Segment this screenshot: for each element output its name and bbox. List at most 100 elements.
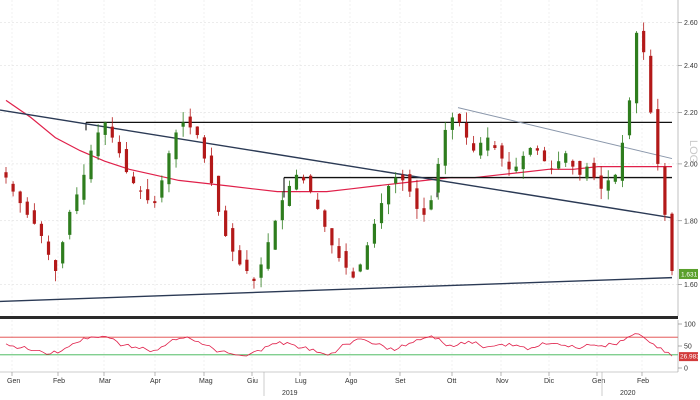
- x-tick-label: Dic: [544, 378, 555, 385]
- x-year-label: 2020: [620, 390, 636, 397]
- candle-body: [500, 145, 504, 159]
- candle-body: [18, 191, 22, 204]
- candle-body: [549, 168, 554, 170]
- candle: [670, 212, 674, 276]
- candle-body: [294, 174, 299, 190]
- candle-body: [479, 142, 483, 156]
- candle: [557, 151, 561, 170]
- candle-body: [266, 242, 270, 269]
- candle-body: [472, 143, 476, 151]
- candle: [564, 150, 568, 167]
- rsi-grid: [11, 320, 643, 372]
- candle: [68, 209, 72, 240]
- candle-body: [146, 189, 150, 201]
- candle: [53, 259, 58, 282]
- candle: [61, 240, 65, 269]
- y-tick-label: 1.80: [684, 218, 698, 225]
- candle: [11, 181, 15, 197]
- candle: [514, 157, 518, 173]
- candle: [124, 142, 129, 174]
- candle-body: [323, 210, 327, 227]
- log-watermark: LOG: [687, 140, 699, 163]
- candle-body: [649, 55, 653, 113]
- candle-body: [394, 177, 398, 184]
- candle-body: [613, 174, 617, 182]
- candle: [195, 126, 199, 139]
- candle: [479, 137, 483, 159]
- candle: [294, 169, 299, 191]
- candle-body: [4, 172, 8, 178]
- candle-body: [224, 210, 228, 236]
- candle: [316, 193, 320, 210]
- candle: [415, 179, 419, 219]
- candle: [592, 157, 596, 181]
- candle: [528, 147, 532, 157]
- candle-body: [535, 148, 539, 151]
- candle: [379, 193, 384, 229]
- price-panel: [0, 0, 678, 316]
- candle-body: [181, 122, 185, 127]
- log-watermark-text: LOG: [687, 140, 699, 163]
- candles: [4, 22, 674, 289]
- candle: [663, 163, 667, 221]
- candle-body: [39, 223, 44, 236]
- candle-body: [103, 122, 107, 135]
- candle: [238, 245, 242, 266]
- candle: [521, 151, 525, 179]
- candle-body: [571, 160, 575, 167]
- candle: [401, 169, 405, 191]
- candle-body: [585, 166, 589, 179]
- y-tick-label: 2.00: [684, 161, 698, 168]
- candle-body: [287, 185, 292, 206]
- candle: [634, 31, 639, 114]
- candle: [174, 129, 178, 168]
- candle: [245, 250, 249, 274]
- y-tick-label: 2.20: [684, 110, 698, 117]
- candle-body: [188, 116, 192, 128]
- candle-body: [670, 213, 674, 271]
- trendline-ascending: [0, 276, 673, 303]
- candle-body: [351, 271, 355, 278]
- rsi-y-axis: 100 50 0 26.983: [677, 320, 700, 373]
- candle-body: [557, 161, 561, 169]
- x-tick-label: Ago: [345, 378, 358, 385]
- last-price-badge: 1.631: [679, 268, 698, 279]
- candle-body: [564, 153, 568, 163]
- candle-body: [202, 137, 206, 159]
- candle: [656, 98, 660, 171]
- candle-body: [195, 126, 199, 136]
- candle: [280, 191, 284, 230]
- candle: [649, 49, 653, 114]
- candle-body: [46, 241, 51, 255]
- panel-separator: [0, 316, 678, 319]
- trendline-upper: [457, 107, 673, 160]
- candle-body: [436, 163, 440, 193]
- rsi-bands: [0, 336, 678, 356]
- candle-body: [174, 132, 178, 160]
- candle-body: [273, 220, 277, 250]
- candle: [46, 235, 51, 261]
- rsi-last-label: 26.983: [680, 354, 700, 361]
- ma200-path: [5, 99, 672, 193]
- candle-body: [457, 113, 462, 123]
- candle: [216, 175, 221, 216]
- candle: [443, 121, 447, 175]
- candle-body: [542, 150, 547, 162]
- candle: [549, 160, 554, 175]
- candle: [408, 169, 412, 197]
- candle-body: [124, 149, 129, 173]
- candle-body: [422, 208, 426, 215]
- candle-body: [330, 228, 334, 246]
- x-tick-label: Set: [395, 378, 406, 385]
- candle-body: [96, 132, 100, 157]
- candle-body: [401, 174, 405, 181]
- candle: [181, 112, 185, 137]
- candle-body: [75, 194, 79, 212]
- y-tick-label: 2.60: [684, 20, 698, 27]
- x-year-label: 2019: [282, 390, 298, 397]
- candle: [535, 145, 539, 155]
- candle: [429, 195, 433, 211]
- candle-body: [606, 180, 610, 191]
- candle: [486, 127, 490, 157]
- candle-body: [117, 141, 121, 154]
